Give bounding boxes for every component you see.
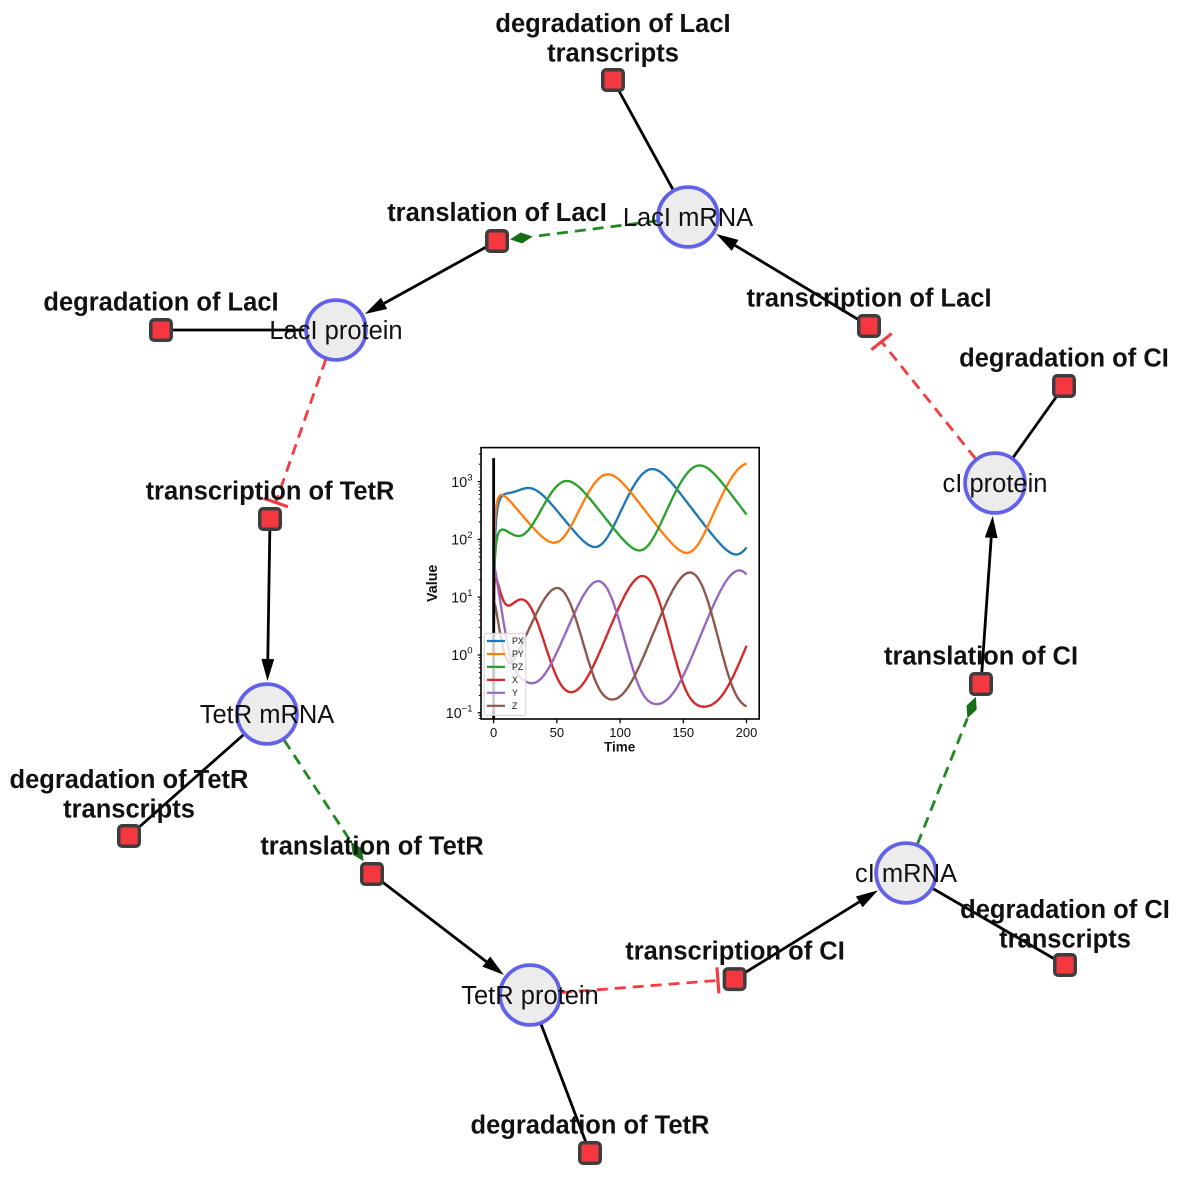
- svg-text:TetR protein: TetR protein: [461, 982, 599, 1010]
- svg-text:cI mRNA: cI mRNA: [855, 860, 957, 888]
- svg-text:translation of TetR: translation of TetR: [260, 833, 483, 861]
- svg-text:X: X: [512, 675, 518, 685]
- svg-text:degradation of CI: degradation of CI: [959, 345, 1169, 373]
- svg-text:100: 100: [609, 725, 631, 740]
- svg-text:LacI mRNA: LacI mRNA: [623, 204, 753, 232]
- svg-text:degradation of LacI: degradation of LacI: [495, 10, 730, 38]
- svg-text:translation of LacI: translation of LacI: [387, 199, 607, 227]
- svg-text:transcription of TetR: transcription of TetR: [146, 478, 395, 506]
- svg-text:TetR mRNA: TetR mRNA: [200, 701, 335, 729]
- svg-text:LacI protein: LacI protein: [269, 317, 402, 345]
- svg-text:transcripts: transcripts: [999, 926, 1131, 954]
- svg-text:PZ: PZ: [512, 662, 524, 672]
- svg-text:0: 0: [490, 725, 497, 740]
- svg-text:Value: Value: [425, 565, 441, 602]
- svg-text:Time: Time: [604, 739, 636, 754]
- svg-text:Y: Y: [512, 688, 518, 698]
- svg-text:103: 103: [451, 472, 472, 491]
- svg-text:Z: Z: [512, 701, 518, 711]
- svg-text:degradation of TetR: degradation of TetR: [471, 1112, 710, 1140]
- svg-text:degradation of LacI: degradation of LacI: [43, 289, 278, 317]
- svg-text:102: 102: [451, 530, 472, 549]
- svg-text:degradation of CI: degradation of CI: [960, 896, 1170, 924]
- svg-text:50: 50: [550, 725, 564, 740]
- svg-text:transcripts: transcripts: [63, 796, 195, 824]
- svg-text:transcripts: transcripts: [547, 40, 679, 68]
- svg-text:translation of CI: translation of CI: [884, 643, 1078, 671]
- svg-text:101: 101: [451, 588, 472, 607]
- svg-text:cI protein: cI protein: [943, 470, 1048, 498]
- svg-text:transcription of CI: transcription of CI: [625, 938, 845, 966]
- svg-text:PX: PX: [512, 636, 524, 646]
- svg-text:200: 200: [736, 725, 758, 740]
- svg-text:100: 100: [451, 646, 472, 665]
- svg-text:PY: PY: [512, 649, 524, 659]
- svg-text:transcription of LacI: transcription of LacI: [746, 285, 991, 313]
- svg-text:degradation of TetR: degradation of TetR: [10, 766, 249, 794]
- svg-text:150: 150: [672, 725, 694, 740]
